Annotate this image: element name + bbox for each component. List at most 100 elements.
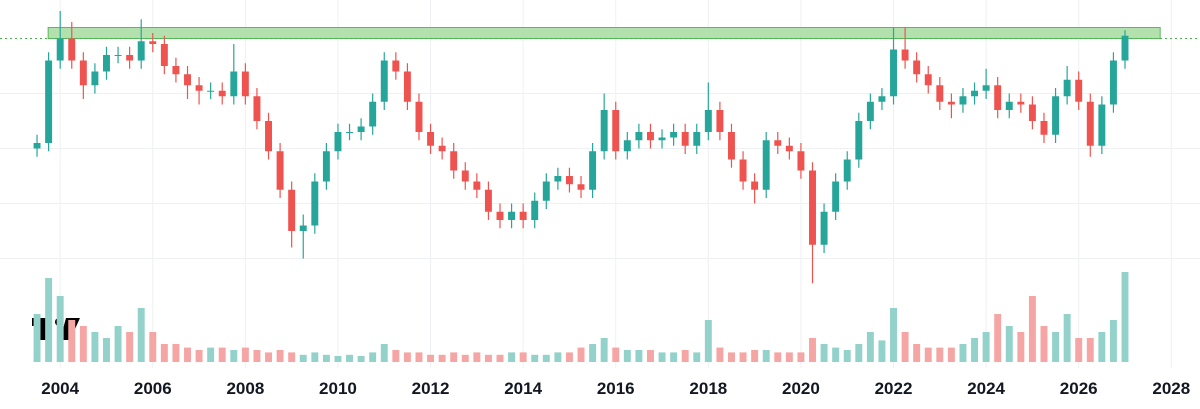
candle-body	[832, 181, 840, 212]
candle-body	[693, 132, 701, 146]
candle-body	[554, 176, 562, 182]
candle-body	[681, 132, 689, 146]
candle-body	[774, 140, 782, 146]
candle-body	[160, 44, 168, 66]
candle-body	[612, 110, 620, 152]
candle-body	[33, 143, 41, 149]
candle-body	[114, 55, 122, 56]
candle-body	[427, 132, 435, 146]
x-tick-label: 2018	[689, 379, 727, 398]
candle-body	[392, 60, 400, 72]
candle-body	[103, 55, 110, 72]
candle-body	[1086, 101, 1094, 146]
candle-body	[1005, 101, 1013, 110]
candle-body	[276, 151, 284, 190]
candle-body	[901, 49, 909, 61]
x-tick-label: 2012	[412, 379, 450, 398]
candle-body	[369, 101, 377, 127]
candle-body	[751, 181, 759, 190]
candle-body	[56, 38, 64, 61]
candle-body	[496, 211, 504, 220]
candle-body	[785, 145, 793, 152]
candle-body	[878, 96, 886, 102]
candle-body	[646, 132, 654, 141]
candle-body	[484, 189, 492, 212]
candle-body	[913, 60, 921, 75]
candle-body	[971, 90, 979, 97]
candle-body	[1121, 35, 1129, 61]
candle-body	[519, 211, 527, 220]
candle-body	[334, 132, 342, 152]
candle-body	[68, 38, 76, 61]
candle-body	[542, 181, 550, 201]
candle-body	[322, 151, 330, 182]
x-tick-label: 2028	[1152, 379, 1190, 398]
candle-body	[438, 145, 446, 152]
candle-body	[241, 71, 249, 97]
candle-body	[91, 71, 99, 86]
candle-body	[288, 189, 296, 231]
candle-body	[1063, 79, 1071, 97]
candle-body	[1040, 121, 1048, 135]
candle-body	[670, 132, 678, 138]
candle-body	[1017, 101, 1025, 105]
candle-body	[149, 41, 157, 44]
candle-body	[959, 96, 967, 105]
candle-body	[936, 85, 944, 102]
candle-body	[739, 159, 747, 182]
x-tick-label: 2016	[597, 379, 635, 398]
candle-body	[890, 49, 897, 97]
x-tick-label: 2008	[226, 379, 264, 398]
x-tick-label: 2010	[319, 379, 357, 398]
candle-body	[728, 132, 735, 160]
candle-body	[531, 200, 539, 220]
candle-body	[716, 110, 724, 132]
candle-body	[1028, 104, 1036, 121]
candle-body	[809, 170, 816, 245]
candle-body	[126, 55, 134, 61]
candle-body	[1109, 60, 1117, 105]
x-tick-label: 2026	[1060, 379, 1098, 398]
candle-body	[403, 71, 411, 102]
candle-body	[1052, 96, 1060, 135]
candle-body	[346, 132, 354, 133]
candle-body	[207, 90, 215, 92]
candle-body	[982, 85, 990, 91]
candle-body	[623, 140, 631, 152]
candle-body	[866, 101, 874, 121]
candle-body	[589, 151, 597, 190]
x-tick-label: 2004	[41, 379, 79, 398]
candle-body	[137, 41, 145, 61]
candle-body	[473, 181, 481, 190]
candle-body	[461, 170, 469, 182]
candle-body	[855, 121, 863, 160]
candle-body	[924, 74, 932, 86]
candle-body	[311, 181, 319, 226]
candle-body	[635, 132, 643, 141]
candle-body	[704, 110, 712, 132]
candle-body	[218, 90, 226, 97]
candle-body	[600, 110, 608, 152]
candle-body	[415, 101, 423, 132]
candle-body	[1098, 104, 1106, 146]
candle-body	[797, 151, 805, 171]
candle-body	[508, 211, 516, 220]
candle-body	[843, 159, 851, 182]
candle-body	[820, 211, 828, 245]
candle-body	[357, 126, 365, 132]
candle-body	[994, 85, 1002, 110]
candle-body	[762, 140, 770, 190]
candle-body	[172, 66, 180, 75]
candle-body	[299, 225, 307, 231]
candle-body	[565, 176, 573, 185]
x-tick-label: 2006	[134, 379, 172, 398]
candle-body	[1075, 79, 1083, 102]
candle-body	[450, 151, 458, 171]
candle-body	[380, 60, 388, 102]
candle-body	[253, 96, 261, 121]
candle-body	[658, 137, 666, 141]
candle-body	[947, 101, 955, 105]
candle-body	[577, 184, 585, 190]
